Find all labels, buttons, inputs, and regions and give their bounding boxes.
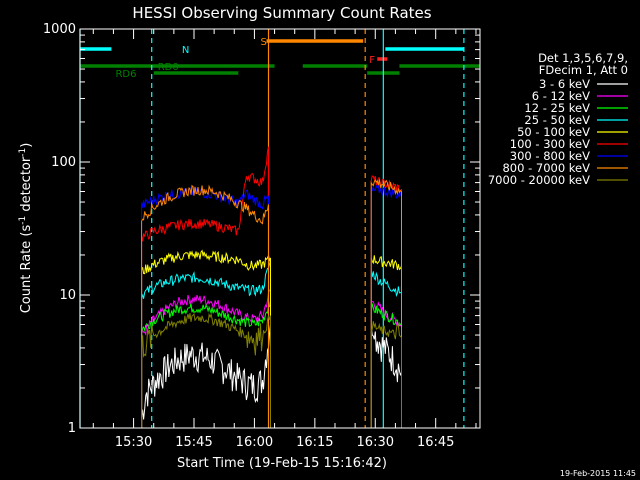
x-tick-label: 16:30 (357, 435, 394, 450)
x-axis-label: Start Time (19-Feb-15 15:16:42) (177, 456, 387, 471)
observing-flags: N S F RD0 RD6 (80, 37, 480, 80)
flag-label-n: N (182, 45, 189, 56)
y-tick-label: 10 (59, 288, 76, 303)
legend-entry-label: 12 - 25 keV (524, 101, 590, 115)
y-tick-label: 1000 (43, 22, 76, 37)
flag-label-rd6: RD6 (115, 69, 136, 80)
y-axis-label-part: detector (19, 156, 34, 216)
series-lines (141, 146, 402, 428)
series-line-6 (370, 184, 402, 428)
legend-entry-label: 3 - 6 keV (539, 77, 590, 91)
series-line-0 (370, 326, 402, 428)
series-line-5 (141, 146, 269, 428)
flag-label-s: S (260, 37, 266, 48)
series-line-4 (141, 249, 271, 428)
plot-frame (79, 28, 481, 429)
series-line-3 (370, 269, 402, 428)
legend-entry-label: 6 - 12 keV (532, 89, 590, 103)
x-tick-label: 15:45 (175, 435, 212, 450)
legend-header: FDecim 1, Att 0 (539, 63, 628, 77)
flag-label-rd0: RD0 (158, 62, 179, 73)
x-tick-label: 15:30 (115, 435, 152, 450)
y-axis-label-part: ) (19, 143, 34, 148)
timestamp: 19-Feb-2015 11:45 (560, 469, 636, 478)
series-line-5 (370, 175, 402, 428)
y-tick-label: 1 (68, 421, 76, 436)
legend-entry-label: 800 - 7000 keV (502, 161, 590, 175)
series-line-0 (141, 324, 271, 428)
x-tick-label: 16:45 (417, 435, 454, 450)
series-line-2 (141, 301, 271, 428)
y-axis-label-part: Count Rate (s (19, 225, 34, 314)
series-line-7 (141, 184, 269, 428)
x-tick-label: 16:15 (296, 435, 333, 450)
series-line-4 (370, 255, 402, 428)
legend-entry-label: 100 - 300 keV (510, 137, 590, 151)
y-tick-label: 100 (51, 155, 76, 170)
legend-header: Det 1,3,5,6,7,9, (538, 51, 628, 65)
legend: Det 1,3,5,6,7,9,FDecim 1, Att 03 - 6 keV… (488, 51, 628, 187)
legend-entry-label: 25 - 50 keV (524, 113, 590, 127)
series-line-8 (370, 321, 402, 428)
series-line-7 (370, 179, 402, 428)
y-axis-label-superscript: -1 (18, 216, 28, 225)
legend-entry-label: 300 - 800 keV (510, 149, 590, 163)
x-tick-label: 16:00 (236, 435, 273, 450)
flag-label-f: F (369, 55, 375, 66)
axes: 1 10 100 1000 15:30 15:45 16:00 16:15 16:30 16:45 (43, 22, 480, 450)
legend-entry-label: 50 - 100 keV (517, 125, 590, 139)
series-line-6 (141, 186, 269, 428)
series-line-2 (370, 303, 402, 428)
series-line-8 (141, 312, 271, 428)
legend-entry-label: 7000 - 20000 keV (488, 173, 590, 187)
y-axis-label-superscript: -1 (18, 148, 28, 157)
y-axis-label: Count Rate (s-1 detector-1) (18, 143, 34, 314)
chart-title: HESSI Observing Summary Count Rates (132, 4, 431, 22)
series-line-3 (141, 260, 271, 428)
